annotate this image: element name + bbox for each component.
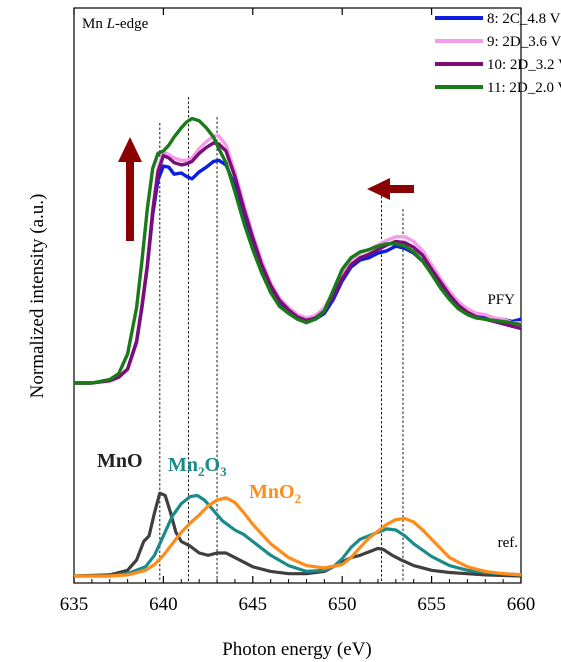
ref-line-0 [73,491,522,578]
legend-label-1: 9: 2D_3.6 V [487,34,561,50]
arrow-left-head [367,178,390,200]
series-line-2 [74,141,522,385]
annotation-prefix: Mn [82,16,107,32]
x-tick-label-640: 640 [149,594,178,615]
legend-label-2: 10: 2D_3.2 V [487,57,561,73]
ref-line-1 [74,493,522,578]
ref-label: ref. [498,535,518,551]
pfy-label: PFY [487,292,515,308]
legend-label-3: 11: 2D_2.0 V [487,80,561,96]
arrow-up-head [118,137,142,162]
annotation-suffix: -edge [115,16,149,32]
x-axis-label: Photon energy (eV) [222,639,372,660]
ref-label-2: MnO2 [249,481,301,506]
chart-annotation: Mn L-edge [82,16,149,32]
ref-label-sub2-1: 3 [220,464,227,479]
series-line-3 [74,116,522,385]
ref-line-2 [74,496,522,578]
ref-label-sub-1: 2 [198,464,205,479]
y-axis-label: Normalized intensity (a.u.) [27,194,48,399]
x-tick-label-645: 645 [239,594,268,615]
x-tick-label-660: 660 [507,594,536,615]
ref-label-mid-2: O [279,481,295,503]
ref-label-0: MnO [97,450,143,472]
ref-label-main-1: Mn [168,454,198,476]
ref-label-main-2: Mn [249,481,279,503]
ref-label-sub2-2: 2 [295,491,302,506]
legend-label-0: 8: 2C_4.8 V [487,11,561,27]
ref-label-mid-1: O [205,454,221,476]
x-tick-label-650: 650 [328,594,357,615]
ref-label-1: Mn2O3 [168,454,227,479]
annotation-italic: L [106,16,115,32]
plot-frame [73,7,522,584]
x-tick-label-635: 635 [60,594,89,615]
x-tick-label-655: 655 [417,594,446,615]
